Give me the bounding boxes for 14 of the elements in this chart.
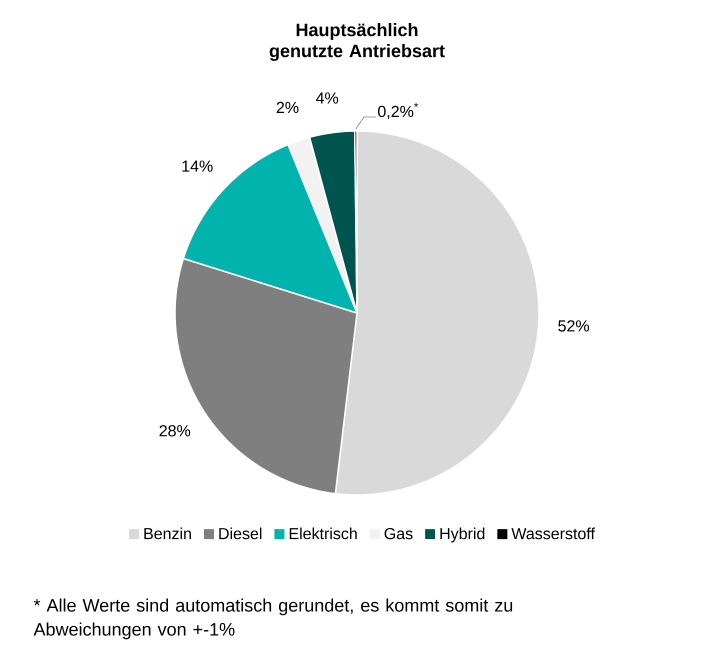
legend-label: Hybrid xyxy=(440,528,484,542)
data-label: 0,2%$^{*}$ xyxy=(378,102,418,119)
data-label: 2% xyxy=(276,102,298,114)
legend-label: Elektrisch xyxy=(290,528,357,540)
data-label: 52% xyxy=(558,320,590,332)
data-label: 28% xyxy=(160,425,190,436)
legend-label: Diesel xyxy=(219,528,262,540)
legend-label: Wasserstoff xyxy=(511,528,595,540)
chart-title: Hauptsächlich genutzte Antriebsart xyxy=(270,23,445,61)
legend-label: Gas xyxy=(384,528,413,540)
data-label: 14% xyxy=(182,160,213,172)
legend-label: Benzin xyxy=(144,528,191,540)
text: * Alle Werte sind automatisch gerundet, es kommt somit zu Abweichungen von +-1% xyxy=(34,598,512,640)
data-label: 4% xyxy=(316,92,338,104)
